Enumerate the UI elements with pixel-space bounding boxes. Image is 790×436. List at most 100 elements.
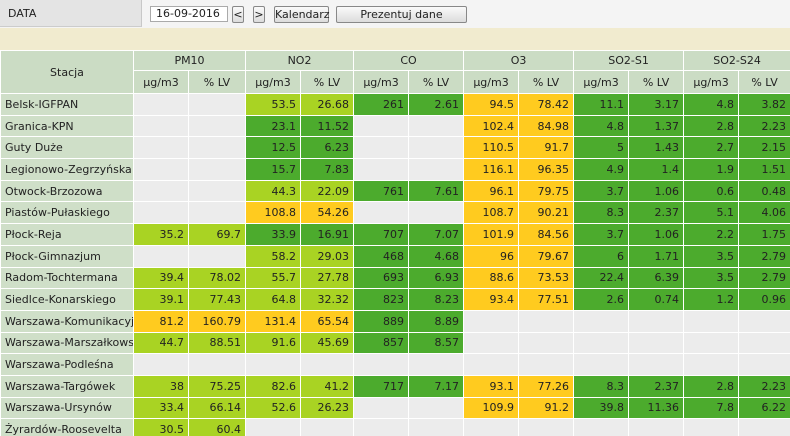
show-button[interactable]: Prezentuj dane — [336, 6, 467, 23]
value-cell: 11.36 — [628, 396, 685, 420]
value-cell: 3.7 — [573, 179, 630, 203]
station-name: Warszawa-Marszałkowska — [0, 331, 134, 355]
value-cell: 94.5 — [463, 93, 520, 116]
value-cell: 7.07 — [408, 223, 465, 246]
station-row: Płock-Reja 35.2 69.7 33.9 16.91 707 7.07 101.9 8… — [0, 223, 790, 246]
value-cell: 5 — [573, 136, 630, 160]
pollutant-header: NO2 — [244, 50, 355, 71]
empty-cell — [188, 201, 246, 225]
value-cell: 93.4 — [463, 288, 520, 311]
empty-cell — [188, 244, 246, 268]
value-cell: 1.06 — [628, 179, 685, 203]
value-cell: 0.6 — [683, 179, 740, 203]
value-cell: 3.5 — [683, 266, 740, 290]
toolbar: DATA 16-09-2016 < > Kalendarz Prezentuj … — [0, 0, 790, 28]
value-cell: 2.37 — [628, 201, 685, 225]
station-row: Guty Duże 12.5 6.23 110.5 91.7 5 1.43 2.7 2.15 — [0, 136, 790, 160]
value-cell: 468 — [353, 244, 410, 268]
next-button[interactable]: > — [253, 6, 265, 23]
empty-cell — [738, 331, 790, 355]
value-cell: 96 — [463, 244, 520, 268]
station-name: Żyrardów-Roosevelta — [0, 418, 134, 436]
value-cell: 3.7 — [573, 223, 630, 246]
station-row: Radom-Tochtermana 39.4 78.02 55.7 27.78 693 6.… — [0, 266, 790, 290]
empty-cell — [463, 309, 520, 333]
value-cell: 717 — [353, 374, 410, 398]
value-cell: 90.21 — [518, 201, 575, 225]
empty-cell — [518, 418, 575, 436]
empty-cell — [133, 353, 189, 376]
unit-header: µg/m3 — [463, 70, 520, 94]
empty-cell — [133, 93, 189, 116]
station-name: Radom-Tochtermana — [0, 266, 134, 290]
empty-cell — [188, 353, 246, 376]
value-cell: 39.4 — [133, 266, 189, 290]
value-cell: 77.26 — [518, 374, 575, 398]
empty-cell — [353, 418, 410, 436]
empty-cell — [408, 136, 465, 160]
empty-cell — [299, 418, 355, 436]
value-cell: 2.15 — [738, 136, 790, 160]
value-cell: 88.51 — [188, 331, 246, 355]
value-cell: 261 — [353, 93, 410, 116]
value-cell: 1.51 — [738, 158, 790, 181]
value-cell: 82.6 — [245, 374, 301, 398]
value-cell: 5.1 — [683, 201, 740, 225]
date-input[interactable]: 16-09-2016 — [150, 6, 228, 22]
value-cell: 110.5 — [463, 136, 520, 160]
empty-cell — [133, 179, 189, 203]
value-cell: 857 — [353, 331, 410, 355]
value-cell: 6.23 — [299, 136, 355, 160]
value-cell: 4.9 — [573, 158, 630, 181]
value-cell: 2.79 — [738, 244, 790, 268]
value-cell: 32.32 — [299, 288, 355, 311]
value-cell: 78.02 — [188, 266, 246, 290]
value-cell: 79.67 — [518, 244, 575, 268]
empty-cell — [408, 201, 465, 225]
value-cell: 39.8 — [573, 396, 630, 420]
value-cell: 45.69 — [299, 331, 355, 355]
calendar-button[interactable]: Kalendarz — [274, 6, 330, 23]
empty-cell — [188, 158, 246, 181]
empty-cell — [573, 331, 630, 355]
value-cell: 2.2 — [683, 223, 740, 246]
station-row: Warszawa-Ursynów 33.4 66.14 52.6 26.23 109.9 9… — [0, 396, 790, 420]
value-cell: 101.9 — [463, 223, 520, 246]
unit-header: µg/m3 — [573, 70, 630, 94]
value-cell: 1.2 — [683, 288, 740, 311]
value-cell: 2.23 — [738, 374, 790, 398]
prev-button[interactable]: < — [232, 6, 244, 23]
station-row: Otwock-Brzozowa 44.3 22.09 761 7.61 96.1 79.75… — [0, 179, 790, 203]
value-cell: 84.98 — [518, 114, 575, 138]
empty-cell — [245, 418, 301, 436]
empty-cell — [353, 353, 410, 376]
value-cell: 693 — [353, 266, 410, 290]
unit-header: % LV — [518, 70, 575, 94]
value-cell: 41.2 — [299, 374, 355, 398]
value-cell: 1.71 — [628, 244, 685, 268]
empty-cell — [133, 244, 189, 268]
value-cell: 160.79 — [188, 309, 246, 333]
empty-cell — [628, 331, 685, 355]
value-cell: 109.9 — [463, 396, 520, 420]
value-cell: 108.7 — [463, 201, 520, 225]
station-header: Stacja — [0, 50, 134, 94]
pollutant-header: CO — [353, 50, 465, 71]
empty-cell — [518, 309, 575, 333]
value-cell: 108.8 — [245, 201, 301, 225]
value-cell: 44.3 — [245, 179, 301, 203]
empty-cell — [463, 331, 520, 355]
value-cell: 12.5 — [245, 136, 301, 160]
station-name: Otwock-Brzozowa — [0, 179, 134, 203]
value-cell: 0.48 — [738, 179, 790, 203]
empty-cell — [133, 136, 189, 160]
empty-cell — [133, 114, 189, 138]
empty-cell — [628, 418, 685, 436]
value-cell: 2.23 — [738, 114, 790, 138]
empty-cell — [133, 158, 189, 181]
station-name: Warszawa-Ursynów — [0, 396, 134, 420]
value-cell: 23.1 — [245, 114, 301, 138]
value-cell: 96.35 — [518, 158, 575, 181]
value-cell: 11.52 — [299, 114, 355, 138]
value-cell: 2.8 — [683, 114, 740, 138]
